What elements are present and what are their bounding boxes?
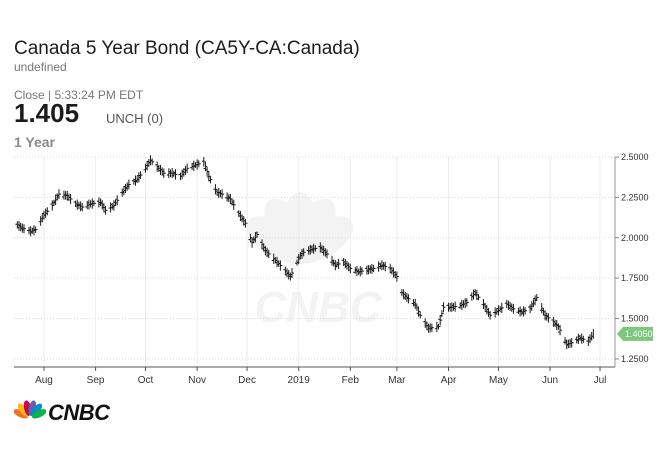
price-bar <box>266 249 271 259</box>
x-tick-label: Oct <box>138 375 154 386</box>
price-bars <box>15 155 594 350</box>
price-bar <box>569 338 574 348</box>
price-bar <box>21 224 26 234</box>
x-tick-label: May <box>489 375 508 386</box>
price-bar <box>488 310 493 320</box>
price-bar <box>91 200 96 207</box>
cnbc-watermark-logo: CNBC <box>246 192 383 332</box>
price-bar <box>371 264 376 273</box>
x-tick-label: Sep <box>87 375 105 386</box>
price-bar <box>348 263 353 274</box>
price-bar <box>383 261 388 272</box>
price-bar <box>33 226 38 233</box>
cnbc-logo-text: CNBC <box>48 400 110 425</box>
price-bar <box>138 171 143 179</box>
price-bar <box>80 202 85 212</box>
price-bar <box>196 160 201 168</box>
price-bar <box>394 271 399 282</box>
price-bar <box>243 218 248 228</box>
last-value-badge <box>617 326 653 341</box>
price-bar <box>208 175 213 184</box>
y-tick-label: 2.0000 <box>621 233 649 243</box>
price-bar <box>173 169 178 180</box>
price-bar <box>185 163 190 174</box>
y-tick-label: 2.2500 <box>621 192 649 202</box>
price-bar <box>313 245 318 252</box>
y-tick-label: 1.5000 <box>621 314 649 324</box>
price-bar <box>558 325 563 336</box>
price-bar <box>231 199 236 210</box>
y-tick-label: 1.7500 <box>621 273 649 283</box>
close-time-label: Close | 5:33:24 PM EDT <box>14 88 144 102</box>
price-bar <box>68 193 73 205</box>
x-tick-label: Nov <box>188 375 206 386</box>
price-bar <box>336 258 341 270</box>
peacock-icon <box>13 400 47 421</box>
last-value-label: 1.4050 <box>625 329 653 339</box>
price-bar <box>278 260 283 271</box>
price-bar <box>429 323 434 332</box>
price-bar <box>115 195 120 206</box>
price-bar <box>161 168 166 178</box>
price-bar <box>534 294 539 301</box>
price-bar <box>581 335 586 343</box>
price-bar <box>205 167 210 176</box>
price-bar <box>45 207 50 216</box>
price-bar <box>103 205 108 215</box>
price-bar <box>126 179 131 190</box>
y-tick-label: 1.2500 <box>621 354 649 364</box>
x-tick-label: Mar <box>388 375 406 386</box>
subtitle: undefined <box>14 60 67 74</box>
x-tick-label: Aug <box>35 375 53 386</box>
price-bar <box>301 248 306 257</box>
time-range-label: 1 Year <box>14 134 56 150</box>
price-bar <box>220 189 225 200</box>
price-bar <box>290 268 295 279</box>
x-tick-label: 2019 <box>288 375 311 386</box>
price-change: UNCH (0) <box>106 111 164 126</box>
price-bar <box>418 312 423 319</box>
price-bar <box>56 189 61 200</box>
price-bar <box>453 301 458 312</box>
cnbc-logo <box>13 399 47 423</box>
price-bar <box>439 310 444 318</box>
x-tick-label: Apr <box>441 375 457 386</box>
price-bar <box>201 157 206 167</box>
y-tick-label: 2.5000 <box>621 152 649 162</box>
svg-text:CNBC: CNBC <box>254 283 382 332</box>
price-bar <box>359 267 364 275</box>
price-bar <box>213 184 218 195</box>
price-bar <box>324 249 329 259</box>
x-tick-label: Dec <box>238 375 256 386</box>
x-tick-label: Jun <box>542 375 558 386</box>
price-bar <box>406 294 411 304</box>
x-tick-label: Feb <box>342 375 360 386</box>
price-bar <box>436 323 441 330</box>
price-bar <box>546 313 551 323</box>
chart-axes: 2.5000 2.2500 2.0000 1.7500 1.5000 1.2500 Aug S… <box>14 152 653 386</box>
last-price: 1.405 <box>14 98 80 128</box>
price-bar <box>150 158 155 166</box>
price-bar <box>511 303 516 314</box>
price-bar <box>438 315 443 326</box>
price-bar <box>523 306 528 315</box>
x-tick-label: Jul <box>594 375 607 386</box>
page-title: Canada 5 Year Bond (CA5Y-CA:Canada) <box>14 38 360 59</box>
price-bar <box>464 298 469 307</box>
price-bar <box>255 231 260 238</box>
price-bar <box>413 298 418 310</box>
price-bar <box>476 294 481 301</box>
price-bar <box>499 302 504 314</box>
price-bar <box>441 302 446 313</box>
